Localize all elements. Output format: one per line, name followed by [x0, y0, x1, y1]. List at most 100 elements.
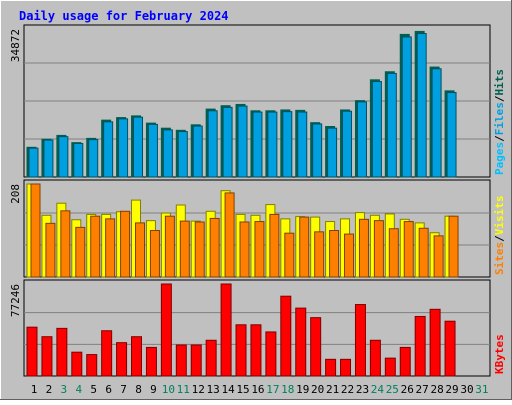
bar-files-day-1 — [28, 147, 39, 178]
bar-sites-day-17 — [269, 213, 280, 278]
bar-files-day-7 — [118, 118, 129, 178]
bar-files-day-21 — [327, 127, 338, 178]
x-label-day-13: 13 — [207, 383, 220, 396]
bar-files-day-22 — [342, 110, 353, 178]
legend-sites: Sites — [493, 242, 506, 275]
bar-kbytes-day-15 — [235, 324, 247, 377]
bar-sites-day-8 — [135, 222, 146, 278]
bar-files-day-5 — [88, 139, 99, 178]
x-label-day-6: 6 — [105, 383, 112, 396]
bar-kbytes-day-19 — [295, 307, 307, 377]
bar-sites-day-12 — [194, 221, 205, 278]
x-label-day-14: 14 — [221, 383, 235, 396]
bar-sites-day-15 — [239, 221, 250, 278]
bar-sites-day-18 — [284, 232, 295, 278]
bar-sites-day-19 — [299, 216, 310, 278]
x-label-day-27: 27 — [416, 383, 429, 396]
bar-kbytes-day-25 — [384, 357, 396, 377]
bar-kbytes-day-26 — [399, 346, 411, 377]
bar-sites-day-24 — [373, 220, 384, 278]
bar-kbytes-day-16 — [250, 324, 262, 377]
x-label-day-9: 9 — [150, 383, 157, 396]
x-label-day-5: 5 — [90, 383, 97, 396]
bar-kbytes-day-11 — [175, 344, 187, 377]
bar-sites-day-14 — [224, 192, 235, 278]
bar-files-day-26 — [401, 36, 412, 178]
bar-kbytes-day-29 — [444, 320, 456, 377]
bar-kbytes-day-1 — [26, 326, 38, 377]
bar-sites-day-2 — [45, 222, 56, 278]
x-label-day-20: 20 — [311, 383, 324, 396]
legend-separator: / — [493, 235, 506, 242]
x-label-day-29: 29 — [445, 383, 458, 396]
x-label-day-30: 30 — [460, 383, 473, 396]
x-label-day-19: 19 — [296, 383, 309, 396]
panel-middle-scale-label: 208 — [9, 184, 22, 204]
bar-files-day-20 — [312, 123, 323, 178]
x-label-day-21: 21 — [326, 383, 339, 396]
bar-sites-day-9 — [149, 230, 160, 278]
x-label-day-22: 22 — [341, 383, 354, 396]
legend-kbytes: KBytes — [493, 334, 506, 374]
bar-kbytes-day-17 — [265, 331, 277, 377]
bar-sites-day-27 — [418, 227, 429, 278]
panel-top-legend: Pages/Files/Hits — [493, 69, 506, 175]
bar-files-day-13 — [207, 110, 218, 178]
x-label-day-23: 23 — [356, 383, 369, 396]
legend-pages: Pages — [493, 142, 506, 175]
bar-files-day-9 — [147, 123, 158, 178]
bar-files-day-8 — [133, 116, 144, 178]
bar-files-day-27 — [416, 33, 427, 178]
bar-files-day-17 — [267, 111, 278, 178]
bar-sites-day-22 — [344, 233, 355, 278]
bar-sites-day-10 — [164, 215, 175, 278]
bar-kbytes-day-10 — [160, 283, 172, 377]
bar-sites-day-7 — [120, 210, 131, 278]
bar-sites-day-28 — [433, 235, 444, 278]
bar-files-day-24 — [371, 81, 382, 178]
x-label-day-12: 12 — [192, 383, 205, 396]
bar-kbytes-day-22 — [340, 358, 352, 377]
bar-kbytes-day-2 — [41, 336, 53, 377]
legend-files: Files — [493, 102, 506, 135]
bar-kbytes-day-28 — [429, 308, 441, 377]
x-label-day-16: 16 — [251, 383, 264, 396]
x-label-day-7: 7 — [120, 383, 127, 396]
bar-sites-day-1 — [30, 183, 41, 278]
bar-sites-day-11 — [179, 220, 190, 278]
legend-separator: / — [493, 135, 506, 142]
x-axis-labels: 1 2 3 4 5 6 7 8 9 10 11 12 13 14 15 16 17 18 19 20 21 22 23 24 2… — [31, 383, 489, 396]
bar-files-day-25 — [386, 72, 397, 178]
bar-files-day-10 — [162, 129, 173, 178]
bar-files-day-16 — [252, 111, 263, 178]
panel-bottom-legend: KBytes — [493, 334, 506, 374]
bar-sites-day-26 — [403, 221, 414, 278]
bar-kbytes-day-14 — [220, 283, 232, 377]
panel-top-scale-label: 34872 — [9, 29, 22, 62]
legend-hits: Hits — [493, 69, 506, 96]
bar-sites-day-20 — [314, 231, 325, 278]
bar-kbytes-day-13 — [205, 339, 217, 377]
x-label-day-1: 1 — [31, 383, 38, 396]
panel-middle-legend: Sites/Visits — [493, 196, 506, 276]
bar-kbytes-day-3 — [56, 327, 68, 377]
bar-sites-day-3 — [60, 210, 71, 278]
bar-files-day-15 — [237, 105, 248, 178]
bar-files-day-2 — [43, 139, 54, 178]
bar-sites-day-29 — [448, 215, 459, 278]
chart-panels: 34872Pages/Files/Hits208Sites/Visits7724… — [9, 24, 506, 377]
x-label-day-17: 17 — [266, 383, 279, 396]
bar-sites-day-16 — [254, 221, 265, 278]
bar-files-day-12 — [192, 125, 203, 178]
bar-sites-day-23 — [358, 218, 369, 278]
x-label-day-10: 10 — [162, 383, 175, 396]
bar-files-day-29 — [446, 92, 457, 178]
x-label-day-8: 8 — [135, 383, 142, 396]
bar-kbytes-day-5 — [86, 354, 98, 377]
x-label-day-11: 11 — [177, 383, 190, 396]
x-label-day-28: 28 — [430, 383, 443, 396]
x-label-day-3: 3 — [61, 383, 68, 396]
bar-files-day-28 — [431, 68, 442, 178]
